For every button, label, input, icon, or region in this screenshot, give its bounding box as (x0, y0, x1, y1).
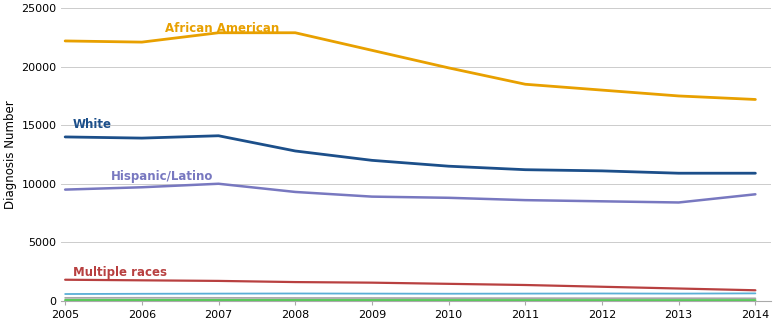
Text: African American: African American (165, 22, 279, 35)
Text: Multiple races: Multiple races (73, 266, 167, 279)
Text: Hispanic/Latino: Hispanic/Latino (111, 170, 213, 183)
Y-axis label: Diagnosis Number: Diagnosis Number (4, 100, 17, 209)
Text: White: White (73, 118, 112, 131)
